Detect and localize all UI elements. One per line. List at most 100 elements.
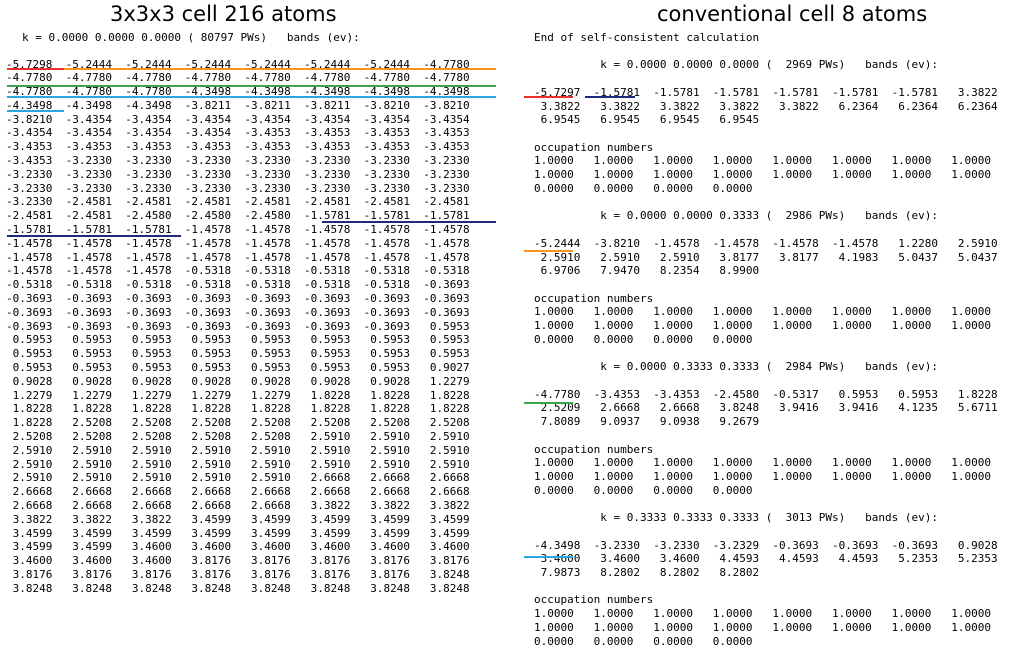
band-row: -4.7780 -4.7780 -4.7780 -4.7780 -4.7780 … [6, 71, 470, 85]
output-line: 1.0000 1.0000 1.0000 1.0000 1.0000 1.000… [534, 607, 991, 621]
underline-orange-left [64, 68, 496, 70]
output-line: k = 0.0000 0.0000 0.3333 ( 2986 PWs) ban… [534, 209, 938, 223]
left-kpoint-header: k = 0.0000 0.0000 0.0000 ( 80797 PWs) ba… [22, 31, 360, 44]
underline-navy-right [585, 96, 635, 98]
output-line: -5.2444 -3.8210 -1.4578 -1.4578 -1.4578 … [534, 236, 998, 250]
output-line: 6.9706 7.9470 8.2354 8.9900 [534, 264, 760, 278]
band-row: -3.2330 -3.2330 -3.2330 -3.2330 -3.2330 … [6, 181, 470, 195]
band-row: -4.7780 -4.7780 -4.7780 -4.3498 -4.3498 … [6, 85, 470, 99]
underline-navy-left [322, 221, 496, 223]
output-line [534, 374, 998, 388]
output-line: 0.0000 0.0000 0.0000 0.0000 [534, 332, 753, 346]
output-line [534, 72, 998, 86]
output-line: 2.5209 2.6668 2.6668 3.8248 3.9416 3.941… [534, 401, 998, 415]
right-panel-title: conventional cell 8 atoms [657, 2, 928, 26]
output-line: 7.9873 8.2802 8.2802 8.2802 [534, 566, 760, 580]
band-row: -2.4581 -2.4581 -2.4580 -2.4580 -2.4580 … [6, 209, 470, 223]
band-row: 2.6668 2.6668 2.6668 2.6668 2.6668 2.666… [6, 485, 470, 499]
underline-green-left [7, 85, 496, 87]
output-line [534, 196, 998, 210]
band-row: 3.4599 3.4599 3.4599 3.4599 3.4599 3.459… [6, 526, 470, 540]
band-row: 2.5208 2.5208 2.5208 2.5208 2.5208 2.591… [6, 430, 470, 444]
output-line: 3.4600 3.4600 3.4600 4.4593 4.4593 4.459… [534, 552, 998, 566]
underline-navy-left-b [7, 235, 181, 237]
band-row: -1.4578 -1.4578 -1.4578 -0.5318 -0.5318 … [6, 264, 470, 278]
band-row: 1.2279 1.2279 1.2279 1.2279 1.2279 1.822… [6, 388, 470, 402]
output-line: 1.0000 1.0000 1.0000 1.0000 1.0000 1.000… [534, 456, 991, 470]
band-row: -1.5781 -1.5781 -1.5781 -1.4578 -1.4578 … [6, 223, 470, 237]
underline-lightblue-right [524, 556, 573, 558]
output-line: occupation numbers [534, 593, 654, 607]
band-row: -0.3693 -0.3693 -0.3693 -0.3693 -0.3693 … [6, 319, 470, 333]
output-line: 1.0000 1.0000 1.0000 1.0000 1.0000 1.000… [534, 319, 991, 333]
output-line: -4.3498 -3.2330 -3.2330 -3.2329 -0.3693 … [534, 538, 998, 552]
output-line [534, 525, 998, 539]
band-row: 1.8228 1.8228 1.8228 1.8228 1.8228 1.822… [6, 402, 470, 416]
output-line: 0.0000 0.0000 0.0000 0.0000 [534, 634, 753, 648]
band-row: 0.5953 0.5953 0.5953 0.5953 0.5953 0.595… [6, 361, 470, 375]
output-line: 3.3822 3.3822 3.3822 3.3822 3.3822 6.236… [534, 99, 998, 113]
underline-lightblue-left-b [7, 110, 64, 112]
output-line: 7.8089 9.0937 9.0938 9.2679 [534, 415, 760, 429]
output-line [534, 429, 998, 443]
output-line: 1.0000 1.0000 1.0000 1.0000 1.0000 1.000… [534, 305, 991, 319]
output-line: 0.0000 0.0000 0.0000 0.0000 [534, 483, 753, 497]
output-line [534, 580, 998, 594]
band-row: 2.5910 2.5910 2.5910 2.5910 2.5910 2.591… [6, 457, 470, 471]
output-line: 1.0000 1.0000 1.0000 1.0000 1.0000 1.000… [534, 470, 991, 483]
band-row: -3.4353 -3.2330 -3.2330 -3.2330 -3.2330 … [6, 154, 470, 168]
output-line: occupation numbers [534, 140, 654, 154]
band-row: 3.4600 3.4600 3.4600 3.8176 3.8176 3.817… [6, 554, 470, 568]
band-row: 1.8228 2.5208 2.5208 2.5208 2.5208 2.520… [6, 416, 470, 430]
output-line [534, 278, 998, 292]
output-line: 1.0000 1.0000 1.0000 1.0000 1.0000 1.000… [534, 620, 991, 634]
band-row: -3.2330 -3.2330 -3.2330 -3.2330 -3.2330 … [6, 167, 470, 181]
band-row: -3.4353 -3.4353 -3.4353 -3.4353 -3.4353 … [6, 140, 470, 154]
output-line [534, 223, 998, 237]
underline-orange-right [524, 250, 573, 252]
band-row: 3.3822 3.3822 3.3822 3.4599 3.4599 3.459… [6, 512, 470, 526]
underline-red-left [7, 68, 64, 70]
band-row: -3.8210 -3.4354 -3.4354 -3.4354 -3.4354 … [6, 112, 470, 126]
output-line: 2.5910 2.5910 2.5910 3.8177 3.8177 4.198… [534, 250, 998, 264]
output-line: -4.7780 -3.4353 -3.4353 -2.4580 -0.5317 … [534, 387, 998, 401]
output-line [534, 347, 998, 361]
band-row: 0.5953 0.5953 0.5953 0.5953 0.5953 0.595… [6, 333, 470, 347]
output-line: End of self-consistent calculation [534, 31, 760, 44]
output-line: 1.0000 1.0000 1.0000 1.0000 1.0000 1.000… [534, 154, 991, 168]
output-line: k = 0.0000 0.0000 0.0000 ( 2969 PWs) ban… [534, 58, 938, 72]
band-row: -1.4578 -1.4578 -1.4578 -1.4578 -1.4578 … [6, 250, 470, 264]
right-output-text: End of self-consistent calculation k = 0… [534, 31, 998, 648]
output-line: -5.7297 -1.5781 -1.5781 -1.5781 -1.5781 … [534, 85, 998, 99]
output-line [534, 497, 998, 511]
band-row: 3.4599 3.4599 3.4600 3.4600 3.4600 3.460… [6, 540, 470, 554]
output-line: occupation numbers [534, 291, 654, 305]
underline-red-right [524, 96, 573, 98]
band-row: -1.4578 -1.4578 -1.4578 -1.4578 -1.4578 … [6, 236, 470, 250]
band-row: 3.8176 3.8176 3.8176 3.8176 3.8176 3.817… [6, 567, 470, 581]
output-line [534, 45, 998, 59]
band-row: -4.3498 -4.3498 -4.3498 -3.8211 -3.8211 … [6, 98, 470, 112]
output-line: occupation numbers [534, 442, 654, 456]
band-row: 0.5953 0.5953 0.5953 0.5953 0.5953 0.595… [6, 347, 470, 361]
band-row: 2.6668 2.6668 2.6668 2.6668 2.6668 3.382… [6, 499, 470, 512]
band-row: 2.5910 2.5910 2.5910 2.5910 2.5910 2.591… [6, 443, 470, 457]
output-line [534, 127, 998, 141]
band-row: -5.7298 -5.2444 -5.2444 -5.2444 -5.2444 … [6, 57, 470, 71]
band-row: -0.5318 -0.5318 -0.5318 -0.5318 -0.5318 … [6, 278, 470, 292]
output-line: k = 0.0000 0.3333 0.3333 ( 2984 PWs) ban… [534, 360, 938, 374]
left-band-energies: -5.7298 -5.2444 -5.2444 -5.2444 -5.2444 … [6, 58, 470, 596]
output-line: k = 0.3333 0.3333 0.3333 ( 3013 PWs) ban… [534, 511, 938, 525]
band-row: 2.5910 2.5910 2.5910 2.5910 2.5910 2.666… [6, 471, 470, 485]
output-line: 1.0000 1.0000 1.0000 1.0000 1.0000 1.000… [534, 168, 991, 182]
underline-lightblue-left [7, 96, 496, 98]
band-row: -0.3693 -0.3693 -0.3693 -0.3693 -0.3693 … [6, 305, 470, 319]
underline-green-right [524, 402, 573, 404]
band-row: -3.4354 -3.4354 -3.4354 -3.4354 -3.4353 … [6, 126, 470, 140]
band-row: -0.3693 -0.3693 -0.3693 -0.3693 -0.3693 … [6, 292, 470, 306]
band-row: 3.8248 3.8248 3.8248 3.8248 3.8248 3.824… [6, 581, 470, 595]
output-line: 6.9545 6.9545 6.9545 6.9545 [534, 113, 760, 127]
band-row: -3.2330 -2.4581 -2.4581 -2.4581 -2.4581 … [6, 195, 470, 209]
band-row: 0.9028 0.9028 0.9028 0.9028 0.9028 0.902… [6, 374, 470, 388]
left-panel-title: 3x3x3 cell 216 atoms [110, 2, 337, 26]
